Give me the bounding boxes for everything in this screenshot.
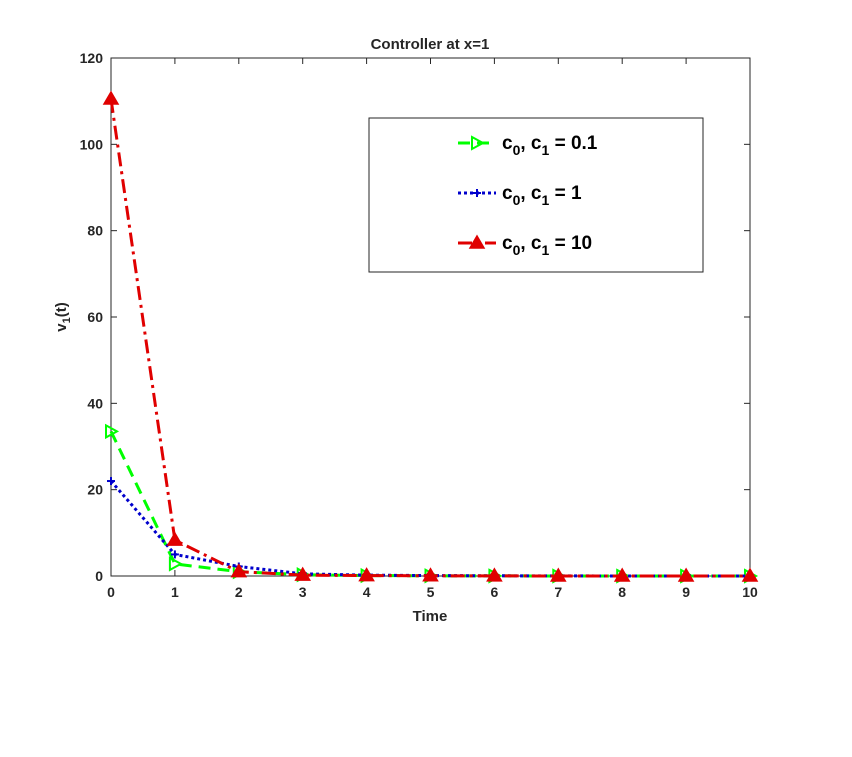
y-axis-title-suffix: (t) — [53, 302, 70, 317]
series-layer — [102, 90, 759, 584]
y-tick-label: 120 — [80, 50, 104, 66]
legend-marker — [471, 135, 486, 151]
legend-label-part: 1 — [542, 242, 550, 258]
data-point-s01 — [168, 556, 183, 572]
data-point-s10 — [358, 567, 375, 582]
data-point-s10 — [422, 567, 439, 582]
legend-label: c0, c1 = 10 — [502, 233, 592, 258]
legend-label-part: = 10 — [549, 233, 592, 254]
x-tick-label: 8 — [618, 584, 626, 600]
x-tick-label: 6 — [491, 584, 499, 600]
data-point-s01 — [105, 423, 120, 440]
series-s10 — [102, 90, 759, 582]
legend-box — [368, 117, 704, 273]
data-point-s10 — [549, 567, 567, 582]
x-tick-label: 3 — [299, 584, 307, 600]
legend: c0, c1 = 0.1c0, c1 = 1c0, c1 = 10 — [368, 117, 704, 273]
y-tick-label: 100 — [80, 136, 104, 152]
y-axis-title: v1(t) — [53, 302, 73, 331]
data-point-s10 — [486, 567, 503, 582]
data-point-s10 — [741, 567, 759, 582]
legend-label-part: 0 — [513, 192, 521, 208]
legend-label: c0, c1 = 0.1 — [502, 133, 598, 158]
data-point-s10 — [613, 567, 631, 582]
legend-label-part: = 1 — [549, 183, 582, 204]
x-tick-label: 0 — [107, 584, 115, 600]
y-tick-label: 60 — [87, 309, 103, 325]
x-tick-label: 10 — [742, 584, 758, 600]
data-point-s10 — [102, 90, 120, 105]
legend-label-part: , c — [520, 133, 542, 154]
legend-label-part: = 0.1 — [549, 133, 597, 154]
data-point-s10 — [677, 567, 695, 582]
x-axis-title: Time — [413, 608, 448, 625]
data-point-s10 — [230, 563, 248, 578]
x-tick-label: 5 — [427, 584, 435, 600]
legend-item-s01: c0, c1 = 0.1 — [458, 133, 598, 158]
y-tick-label: 40 — [87, 395, 103, 411]
y-axis-title-main: v — [53, 323, 70, 332]
y-axis-title-subscript: 1 — [61, 317, 73, 323]
x-tick-label: 1 — [171, 584, 179, 600]
legend-label-part: 0 — [513, 142, 521, 158]
legend-label-part: c — [502, 133, 513, 154]
legend-marker — [473, 189, 481, 197]
legend-item-s1: c0, c1 = 1 — [458, 183, 582, 208]
data-point-s10 — [166, 531, 184, 546]
legend-label-part: 0 — [513, 242, 521, 258]
chart-title: Controller at x=1 — [371, 36, 490, 53]
x-tick-label: 7 — [554, 584, 562, 600]
legend-label-part: c — [502, 183, 513, 204]
legend-label-part: 1 — [542, 142, 550, 158]
legend-label-part: , c — [520, 183, 542, 204]
x-tick-label: 9 — [682, 584, 690, 600]
legend-label: c0, c1 = 1 — [502, 183, 582, 208]
legend-item-s10: c0, c1 = 10 — [458, 233, 592, 258]
legend-label-part: , c — [520, 233, 542, 254]
legend-label-part: 1 — [542, 192, 550, 208]
y-tick-label: 20 — [87, 482, 103, 498]
x-tick-label: 4 — [363, 584, 371, 600]
y-tick-label: 0 — [95, 568, 103, 584]
data-point-s1 — [107, 477, 115, 486]
x-tick-label: 2 — [235, 584, 243, 600]
data-point-s10 — [294, 566, 312, 581]
legend-label-part: c — [502, 233, 513, 254]
legend-marker — [468, 234, 486, 249]
y-tick-label: 80 — [87, 223, 103, 239]
data-point-s1 — [170, 550, 179, 559]
